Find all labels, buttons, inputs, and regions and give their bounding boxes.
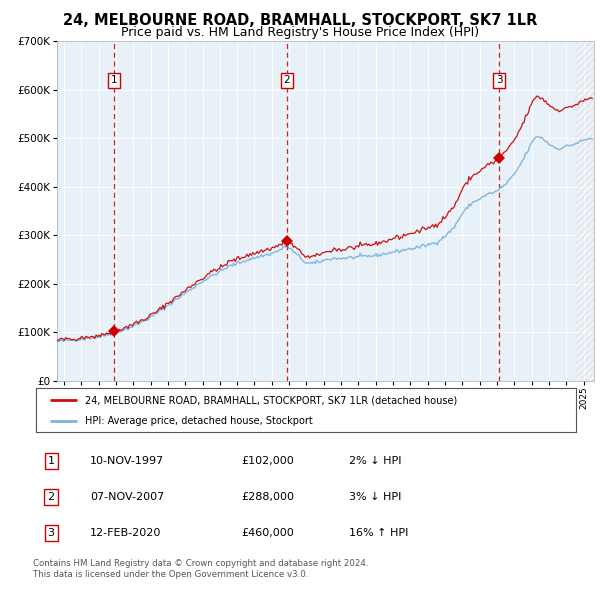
Text: Contains HM Land Registry data © Crown copyright and database right 2024.
This d: Contains HM Land Registry data © Crown c… (33, 559, 368, 579)
Text: 10-NOV-1997: 10-NOV-1997 (90, 456, 164, 466)
Text: £102,000: £102,000 (241, 456, 294, 466)
Text: HPI: Average price, detached house, Stockport: HPI: Average price, detached house, Stoc… (85, 416, 313, 426)
Text: 2: 2 (284, 76, 290, 86)
Text: 24, MELBOURNE ROAD, BRAMHALL, STOCKPORT, SK7 1LR (detached house): 24, MELBOURNE ROAD, BRAMHALL, STOCKPORT,… (85, 395, 457, 405)
Text: 2: 2 (47, 492, 55, 502)
Text: 3: 3 (496, 76, 502, 86)
Text: 1: 1 (110, 76, 117, 86)
Text: 16% ↑ HPI: 16% ↑ HPI (349, 529, 409, 538)
Text: 2% ↓ HPI: 2% ↓ HPI (349, 456, 402, 466)
Text: 3: 3 (47, 529, 55, 538)
Text: 12-FEB-2020: 12-FEB-2020 (90, 529, 161, 538)
Text: £288,000: £288,000 (241, 492, 294, 502)
Text: 3% ↓ HPI: 3% ↓ HPI (349, 492, 401, 502)
Text: £460,000: £460,000 (241, 529, 294, 538)
Text: 1: 1 (47, 456, 55, 466)
Text: Price paid vs. HM Land Registry's House Price Index (HPI): Price paid vs. HM Land Registry's House … (121, 26, 479, 39)
Text: 24, MELBOURNE ROAD, BRAMHALL, STOCKPORT, SK7 1LR: 24, MELBOURNE ROAD, BRAMHALL, STOCKPORT,… (63, 13, 537, 28)
Text: 07-NOV-2007: 07-NOV-2007 (90, 492, 164, 502)
